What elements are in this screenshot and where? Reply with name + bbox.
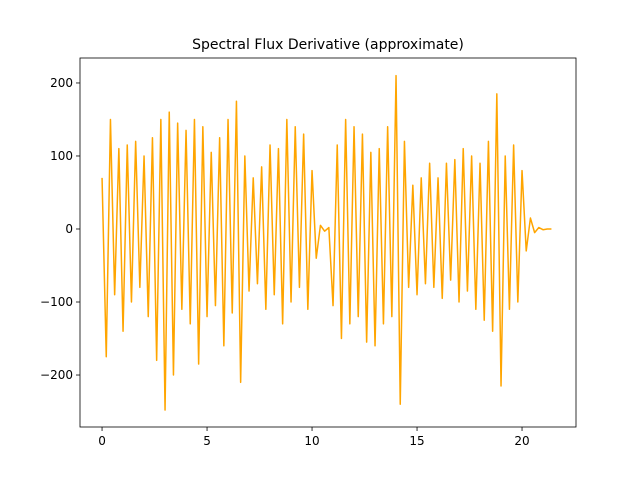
y-tick-label: −200 [40,368,73,382]
y-tick-label: 0 [65,222,73,236]
x-tick-label: 10 [304,434,319,448]
chart-title: Spectral Flux Derivative (approximate) [192,37,464,53]
x-tick-label: 15 [409,434,424,448]
line [101,74,552,411]
x-tick-label: 5 [203,434,211,448]
plot-frame [79,57,577,428]
y-tick-label: 100 [50,149,73,163]
y-tick-label: 200 [50,76,73,90]
x-tick-label: 0 [98,434,106,448]
x-tick-label: 20 [514,434,529,448]
y-tick-label: −100 [40,295,73,309]
